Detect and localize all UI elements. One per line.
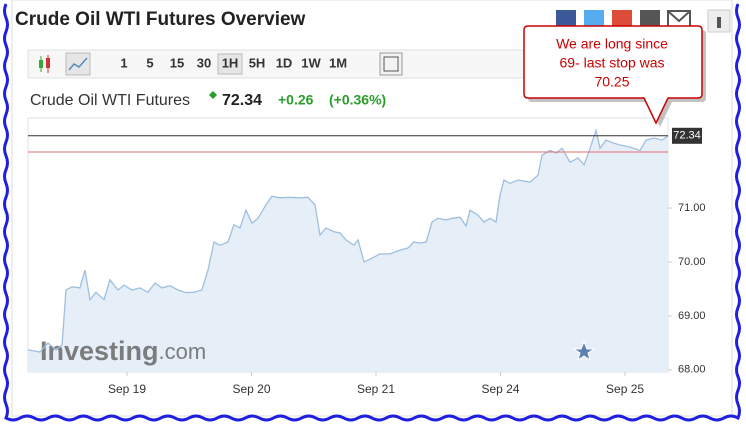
interval-button[interactable]: 15 bbox=[170, 55, 184, 70]
x-tick-label: Sep 24 bbox=[482, 382, 520, 396]
price-line bbox=[27, 127, 669, 353]
page-title: Crude Oil WTI Futures Overview bbox=[15, 9, 306, 30]
candle-body bbox=[39, 60, 43, 68]
price-tag-label: 72.34 bbox=[673, 130, 701, 142]
settings-glyph bbox=[383, 56, 399, 72]
x-tick-label: Sep 21 bbox=[357, 382, 395, 396]
callout-text: 69- last stop was bbox=[559, 55, 664, 71]
interval-button[interactable]: 1H bbox=[222, 55, 239, 70]
up-diamond bbox=[209, 91, 217, 99]
interval-button[interactable]: 1D bbox=[276, 55, 293, 70]
interval-button[interactable]: 5 bbox=[146, 55, 153, 70]
watermark-brand: Investing bbox=[40, 336, 159, 366]
interval-button[interactable]: 1 bbox=[120, 55, 127, 70]
twitter-icon[interactable] bbox=[584, 10, 604, 30]
stocktwits-icon[interactable] bbox=[640, 10, 660, 30]
watermark-suffix: .com bbox=[159, 339, 207, 364]
y-tick-label: 68.00 bbox=[678, 364, 706, 376]
gplus-icon[interactable] bbox=[612, 10, 632, 30]
candle-body bbox=[46, 58, 50, 68]
callout-text: 70.25 bbox=[594, 74, 629, 90]
y-tick-label: 69.00 bbox=[678, 310, 706, 322]
settings-icon[interactable] bbox=[379, 52, 403, 76]
star-icon bbox=[572, 340, 596, 362]
line-icon-selected[interactable] bbox=[65, 52, 91, 76]
price-change-percent: (+0.36%) bbox=[329, 92, 386, 108]
watermark: Investing.com bbox=[40, 336, 206, 366]
interval-button[interactable]: 1M bbox=[329, 55, 347, 70]
interval-selected bbox=[217, 53, 243, 75]
x-tick-label: Sep 25 bbox=[606, 382, 644, 396]
wavy-border bbox=[3, 3, 741, 422]
interval-button[interactable]: 5H bbox=[249, 55, 266, 70]
callout-text: We are long since bbox=[556, 36, 668, 52]
line-icon bbox=[68, 57, 88, 71]
y-tick-label: 70.00 bbox=[678, 256, 706, 268]
toolbar bbox=[27, 49, 539, 79]
chart-title: Crude Oil WTI Futures bbox=[30, 92, 190, 109]
callout-box bbox=[523, 25, 703, 125]
info-glyph bbox=[717, 17, 721, 28]
facebook-icon[interactable] bbox=[556, 10, 576, 30]
y-tick-label: 71.00 bbox=[678, 202, 706, 214]
price-change: +0.26 bbox=[278, 92, 314, 108]
last-price: 72.34 bbox=[222, 92, 262, 109]
price-tag bbox=[672, 127, 702, 144]
x-tick-label: Sep 19 bbox=[108, 382, 146, 396]
interval-button[interactable]: 1W bbox=[301, 55, 321, 70]
candle-icon[interactable] bbox=[39, 55, 50, 73]
price-area bbox=[28, 130, 668, 372]
interval-button[interactable]: 30 bbox=[197, 55, 211, 70]
x-tick-label: Sep 20 bbox=[232, 382, 270, 396]
mail-flap bbox=[668, 11, 690, 23]
